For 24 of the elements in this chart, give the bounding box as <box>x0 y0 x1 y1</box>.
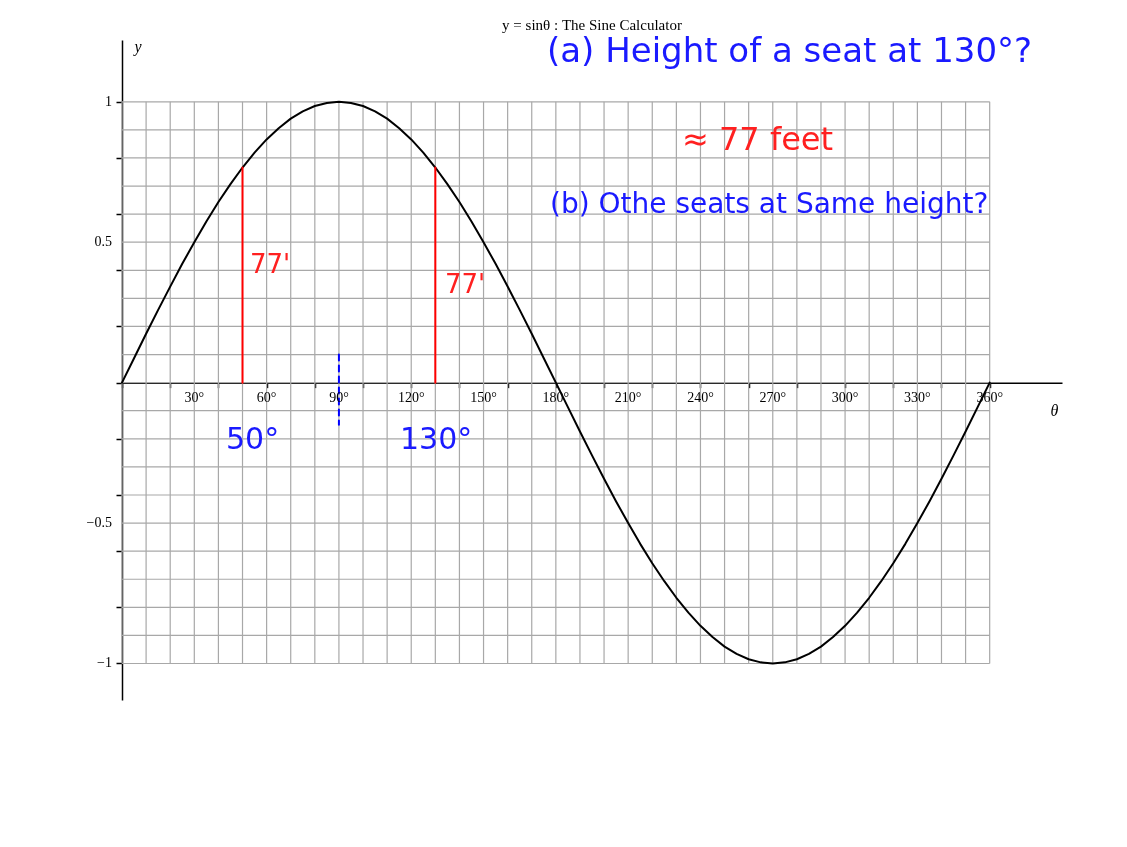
annotation: 77' <box>250 249 291 279</box>
y-tick-label: −0.5 <box>86 515 112 531</box>
annotation: (b) Othe seats at Same height? <box>550 187 989 220</box>
x-axis-title: θ <box>1050 402 1059 420</box>
x-tick-label: 240° <box>687 389 714 405</box>
x-tick-label: 30° <box>184 389 205 405</box>
annotation: ≈ 77 feet <box>682 120 834 158</box>
y-tick-label: −1 <box>97 655 112 671</box>
chart-title: y = sinθ : The Sine Calculator <box>502 17 682 33</box>
annotation: 77' <box>445 269 486 299</box>
x-tick-label: 330° <box>904 389 931 405</box>
y-tick-label: 1 <box>105 93 112 109</box>
y-tick-label: 0.5 <box>94 234 112 250</box>
x-tick-label: 120° <box>397 389 425 405</box>
x-tick-label: 210° <box>614 389 642 405</box>
x-tick-label: 60° <box>256 389 277 405</box>
x-tick-label: 150° <box>470 389 497 405</box>
x-tick-label: 270° <box>759 389 787 405</box>
annotation: (a) Height of a seat at 130°? <box>547 30 1033 70</box>
x-tick-label: 90° <box>329 389 349 405</box>
x-tick-label: 300° <box>831 389 859 405</box>
y-axis-title: y <box>132 37 143 56</box>
annotation: 50° <box>226 421 280 456</box>
annotation: 130° <box>400 421 473 456</box>
